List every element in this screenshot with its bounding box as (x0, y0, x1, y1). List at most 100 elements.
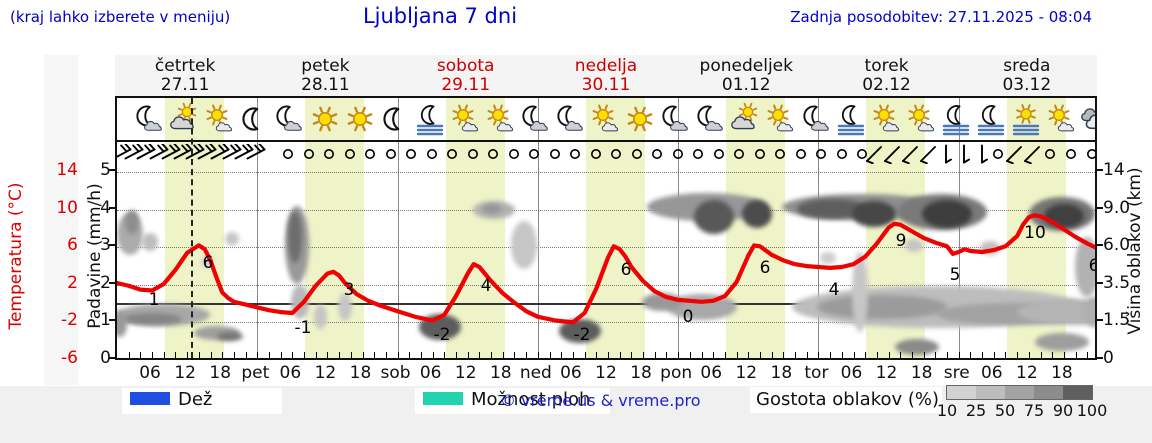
wind-symbol-calm (750, 144, 770, 164)
day-boundary-line (397, 98, 399, 358)
wind-symbol-calm (988, 144, 1008, 164)
wind-symbol-calm (586, 144, 606, 164)
x-tick (935, 352, 937, 358)
cloud-blob (122, 313, 182, 325)
x-tick (128, 352, 130, 358)
x-tick (152, 352, 154, 358)
temperature-value-label: 1 (148, 290, 160, 310)
weather-icon-moon-cloud (553, 102, 587, 136)
wind-symbol-calm (278, 144, 298, 164)
day-boundary-line (537, 98, 539, 358)
day-header-cell: sobota 29.11 (396, 55, 536, 96)
day-header-cell: torek 02.12 (816, 55, 956, 96)
temperature-value-label: -2 (573, 325, 591, 345)
rain-legend-label: Dež (178, 389, 213, 410)
x-tick (643, 352, 645, 358)
x-tick (292, 352, 294, 358)
day-header-cell: petek 28.11 (255, 55, 395, 96)
cloud-blob (225, 232, 239, 246)
right-axis-tick (1097, 206, 1103, 209)
x-tick (1040, 352, 1042, 358)
temperature-value-label: -2 (433, 325, 451, 345)
density-color-cell (947, 386, 976, 399)
showers-swatch (423, 392, 463, 405)
cloud-height-tick-label: 14 (1103, 160, 1125, 180)
wind-symbol-barb-ne (173, 144, 193, 164)
x-tick (537, 352, 539, 358)
wind-symbol-barb-sw (900, 144, 920, 164)
weather-icon-sun (308, 102, 342, 136)
x-hour-label: 12 (1016, 363, 1038, 383)
left-axis-tick (109, 244, 115, 247)
right-axis-tick (1097, 357, 1103, 359)
cloud-blob (1075, 237, 1095, 297)
showers-legend-label: Možnost ploh (471, 389, 591, 410)
x-day-abbrev-label: ned (519, 363, 552, 383)
precip-tick-label: 1 (100, 310, 111, 331)
wind-symbol-calm (770, 144, 790, 164)
cloud-blob (117, 311, 127, 337)
x-tick (420, 352, 422, 358)
x-tick (970, 352, 972, 358)
day-name: sobota (436, 56, 495, 76)
temperature-value-label: 9 (895, 231, 907, 251)
day-date: 02.12 (862, 75, 911, 95)
day-header-row: četrtek 27.11 petek 28.11 sobota 29.11 nedelja… (115, 55, 1097, 96)
right-axis-tick (1097, 281, 1103, 284)
weather-icon-sun-cloud (483, 102, 517, 136)
day-boundary-line (678, 98, 680, 358)
x-hour-label: 06 (700, 363, 723, 383)
cloud-blob (694, 200, 734, 234)
x-tick (350, 352, 352, 358)
density-legend-box (750, 387, 942, 413)
copyright-link[interactable]: © vreme.us & vreme.pro (500, 391, 701, 410)
wind-symbol-barb-ne (185, 144, 205, 164)
x-tick (479, 352, 481, 358)
wind-symbol-barb-sw (918, 144, 938, 164)
left-axis-tick (109, 357, 115, 359)
x-tick (572, 352, 574, 358)
x-hour-label: 18 (910, 363, 933, 383)
x-tick (502, 352, 504, 358)
day-date: 27.11 (160, 75, 210, 95)
cloud-blob (217, 331, 243, 341)
x-day-abbrev-label: sob (380, 363, 411, 383)
x-tick (140, 352, 142, 358)
x-hour-label: 12 (875, 363, 898, 383)
x-tick (233, 352, 235, 358)
x-tick (830, 352, 832, 358)
x-tick (748, 352, 750, 358)
cloud-blob (905, 238, 923, 252)
day-boundary-line (257, 98, 259, 358)
wind-symbol-calm (1040, 144, 1060, 164)
wind-symbol-calm (791, 144, 811, 164)
wind-symbol-calm (606, 144, 626, 164)
weather-icon-sun-cloud (904, 102, 938, 136)
x-hour-label: 18 (1051, 363, 1073, 383)
day-name: petek (301, 56, 350, 76)
x-tick (654, 352, 656, 358)
x-tick (1005, 352, 1007, 358)
temperature-value-label: 5 (949, 265, 961, 285)
x-hour-label: 18 (209, 363, 232, 383)
wind-symbol-calm (545, 144, 565, 164)
wind-symbol-barb-sw (882, 144, 902, 164)
legend-strip: Dež Možnost ploh © vreme.us & vreme.pro … (0, 385, 1152, 443)
left-axis-tick (109, 169, 115, 171)
cloud-blob (742, 200, 772, 228)
weather-icon-moon-fog (974, 102, 1008, 136)
left-axis-tick (109, 206, 115, 209)
wind-symbol-calm (319, 144, 339, 164)
temperature-value-label: 4 (828, 280, 840, 300)
weather-icon-sun-cloud (588, 102, 622, 136)
x-hour-label: 18 (489, 363, 512, 383)
cloud-blob (820, 252, 836, 264)
x-hour-label: 06 (980, 363, 1003, 383)
x-tick (409, 352, 411, 358)
wind-symbol-barb-s (972, 144, 992, 164)
temperature-value-label: 4 (480, 276, 492, 296)
cloud-blob (852, 252, 868, 332)
wind-symbol-calm (524, 144, 544, 164)
weather-icon-cloud-sun (728, 102, 762, 136)
precip-tick-label: 3 (100, 235, 111, 256)
